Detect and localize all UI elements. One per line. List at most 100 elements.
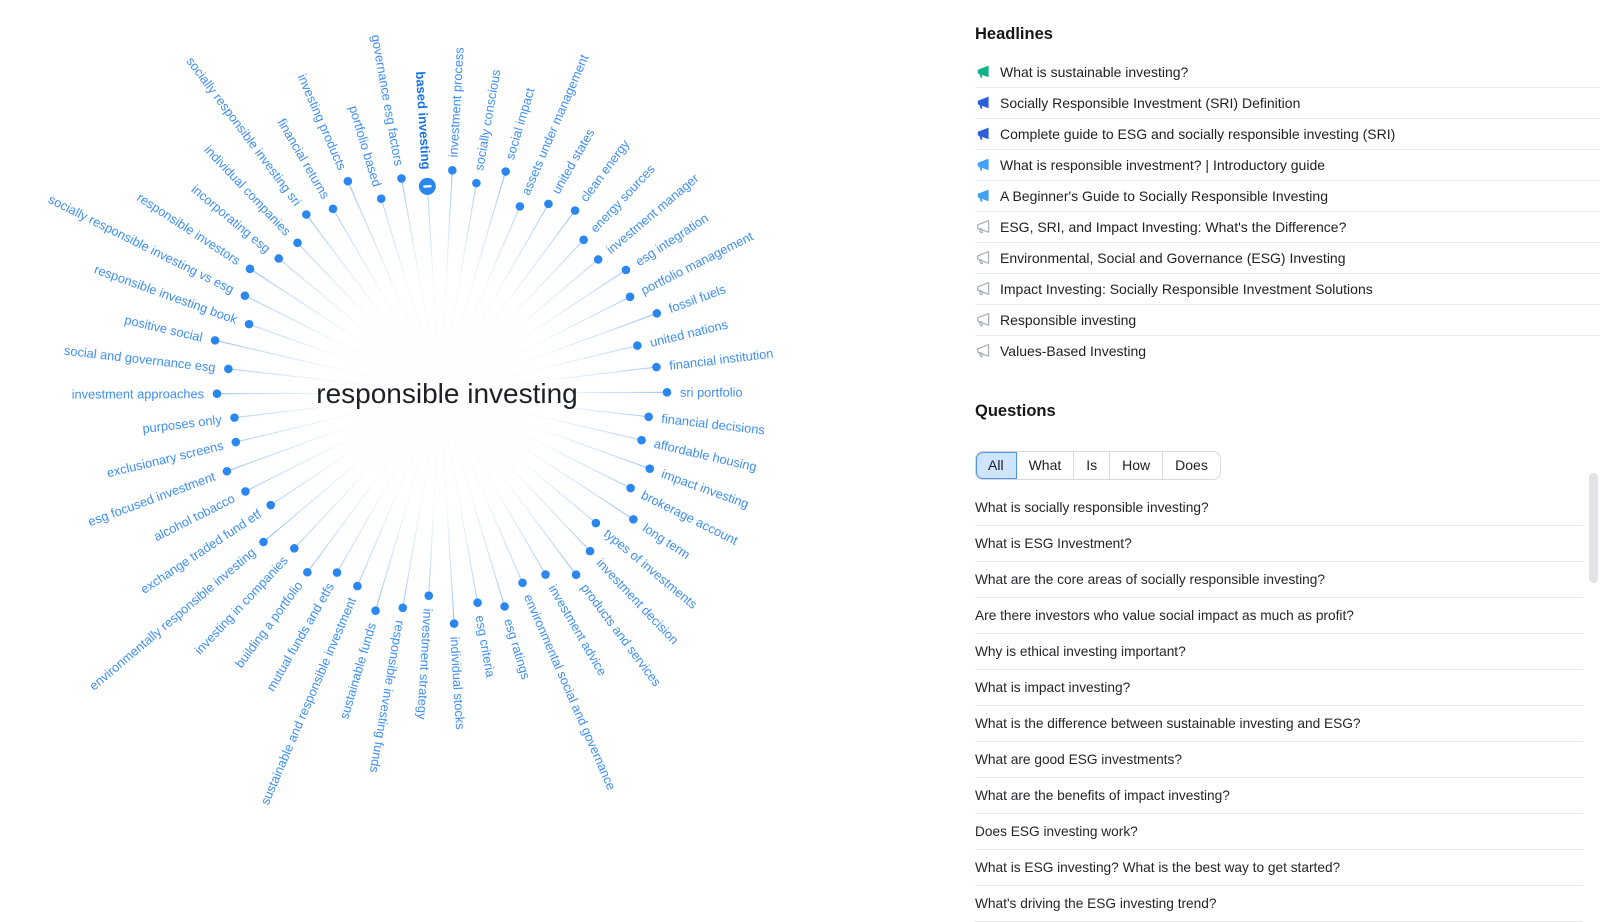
map-node-dot[interactable]	[626, 483, 635, 493]
map-node-label[interactable]: portfolio management	[638, 228, 756, 297]
map-node-dot[interactable]	[579, 235, 588, 245]
map-node-dot[interactable]	[224, 364, 233, 374]
map-node-label[interactable]: social impact	[502, 86, 538, 162]
map-node-dot[interactable]	[541, 570, 550, 579]
map-node-dot[interactable]	[231, 437, 241, 447]
map-node-dot[interactable]	[424, 591, 434, 600]
map-node-dot[interactable]	[293, 238, 302, 248]
map-node-label[interactable]: investment approaches	[72, 386, 204, 401]
map-node-label[interactable]: fossil fuels	[666, 281, 727, 316]
map-node-dot[interactable]	[449, 619, 459, 628]
map-node-label[interactable]: investment decision	[594, 555, 682, 647]
map-node[interactable]: investment strategy	[414, 591, 436, 720]
map-node[interactable]: sri portfolio	[662, 385, 743, 400]
map-node-dot[interactable]	[397, 174, 406, 183]
map-node-label[interactable]: positive social	[123, 312, 204, 345]
map-node-dot[interactable]	[289, 544, 299, 553]
question-item[interactable]: What are the core areas of socially resp…	[975, 562, 1583, 598]
headline-item[interactable]: What is responsible investment? | Introd…	[975, 150, 1600, 181]
map-node[interactable]: building a portfolio	[232, 567, 312, 671]
map-node-dot[interactable]	[303, 567, 312, 577]
question-item[interactable]: What are good ESG investments?	[975, 742, 1583, 778]
filter-tab-does[interactable]: Does	[1163, 452, 1220, 479]
headline-item[interactable]: Responsible investing	[975, 305, 1600, 336]
question-item[interactable]: What is ESG Investment?	[975, 526, 1583, 562]
map-node-dot[interactable]	[501, 167, 510, 176]
map-node-dot[interactable]	[212, 389, 222, 398]
question-item[interactable]: What are the benefits of impact investin…	[975, 778, 1583, 814]
map-node-dot[interactable]	[518, 578, 527, 588]
map-node-dot[interactable]	[544, 199, 553, 209]
question-item[interactable]: What is impact investing?	[975, 670, 1583, 706]
map-node-dot[interactable]	[645, 464, 655, 473]
map-node-dot[interactable]	[472, 178, 481, 188]
map-node-label[interactable]: investment strategy	[414, 608, 435, 720]
map-node-dot[interactable]	[625, 292, 635, 302]
headline-item[interactable]: Socially Responsible Investment (SRI) De…	[975, 88, 1600, 119]
headline-item[interactable]: What is sustainable investing?	[975, 57, 1600, 88]
map-node-dot[interactable]	[328, 204, 338, 214]
headline-item[interactable]: ESG, SRI, and Impact Investing: What's t…	[975, 212, 1600, 243]
map-node-dot[interactable]	[230, 413, 239, 422]
map-node-dot[interactable]	[570, 206, 580, 215]
map-node-dot[interactable]	[585, 546, 595, 556]
map-node-dot[interactable]	[662, 388, 672, 397]
map-node[interactable]: individual stocks	[447, 619, 468, 730]
map-node[interactable]: investment approaches	[72, 386, 222, 402]
question-item[interactable]: What is socially responsible investing?	[975, 490, 1583, 526]
question-item[interactable]: What's driving the ESG investing trend?	[975, 886, 1583, 922]
map-node-dot[interactable]	[571, 570, 581, 579]
map-node-label[interactable]: individual stocks	[447, 636, 468, 730]
map-node-label[interactable]: social and governance esg	[63, 343, 216, 375]
headline-item[interactable]: A Beginner's Guide to Socially Responsib…	[975, 181, 1600, 212]
headline-item[interactable]: Values-Based Investing	[975, 336, 1600, 366]
map-node-dot[interactable]	[332, 568, 342, 577]
map-node-dot[interactable]	[448, 166, 457, 175]
map-node-dot[interactable]	[500, 602, 509, 611]
map-node-dot[interactable]	[343, 176, 353, 186]
map-node-dot[interactable]	[376, 194, 386, 203]
map-node-dot[interactable]	[210, 336, 220, 345]
filter-tab-all[interactable]: All	[976, 452, 1017, 479]
map-node-dot[interactable]	[244, 319, 254, 329]
map-node-dot[interactable]	[259, 537, 268, 547]
headline-item[interactable]: Complete guide to ESG and socially respo…	[975, 119, 1600, 150]
question-item[interactable]: Are there investors who value social imp…	[975, 598, 1583, 634]
question-item[interactable]: Why is ethical investing important?	[975, 634, 1583, 670]
map-node-label[interactable]: sri portfolio	[680, 385, 743, 400]
map-node-dot[interactable]	[274, 254, 284, 263]
map-node-dot[interactable]	[621, 265, 631, 275]
map-node-dot[interactable]	[473, 598, 482, 607]
map-node-dot[interactable]	[371, 606, 380, 615]
map-node[interactable]: investment process	[446, 47, 467, 175]
collapse-icon[interactable]	[423, 184, 432, 188]
map-node-label[interactable]: based investing	[413, 71, 434, 170]
map-node-dot[interactable]	[637, 435, 646, 445]
question-item[interactable]: What is the difference between sustainab…	[975, 706, 1583, 742]
map-node-dot[interactable]	[222, 466, 232, 476]
map-node-dot[interactable]	[398, 603, 408, 613]
map-node-dot[interactable]	[240, 291, 250, 301]
map-node-dot[interactable]	[652, 362, 661, 372]
map-node-dot[interactable]	[302, 210, 311, 219]
map-node-dot[interactable]	[245, 264, 255, 274]
map-node-dot[interactable]	[652, 309, 662, 318]
map-node-dot[interactable]	[591, 518, 601, 528]
map-node-dot[interactable]	[633, 341, 642, 350]
filter-tab-how[interactable]: How	[1110, 452, 1164, 479]
headline-item[interactable]: Environmental, Social and Governance (ES…	[975, 243, 1600, 274]
question-item[interactable]: Does ESG investing work?	[975, 814, 1583, 850]
map-node-label[interactable]: investment process	[446, 47, 467, 158]
map-node-label[interactable]: products and services	[578, 581, 665, 690]
headline-item[interactable]: Impact Investing: Socially Responsible I…	[975, 274, 1600, 305]
map-node-dot[interactable]	[644, 412, 653, 422]
question-item[interactable]: What is ESG investing? What is the best …	[975, 850, 1583, 886]
map-node-selected[interactable]: based investing	[413, 71, 436, 195]
questions-scrollbar[interactable]	[1589, 473, 1598, 583]
filter-tab-is[interactable]: Is	[1074, 452, 1111, 479]
map-node-dot[interactable]	[353, 581, 362, 591]
map-node-dot[interactable]	[266, 500, 276, 510]
map-node-dot[interactable]	[515, 202, 525, 211]
filter-tab-what[interactable]: What	[1017, 452, 1075, 479]
map-node-dot[interactable]	[593, 255, 603, 264]
